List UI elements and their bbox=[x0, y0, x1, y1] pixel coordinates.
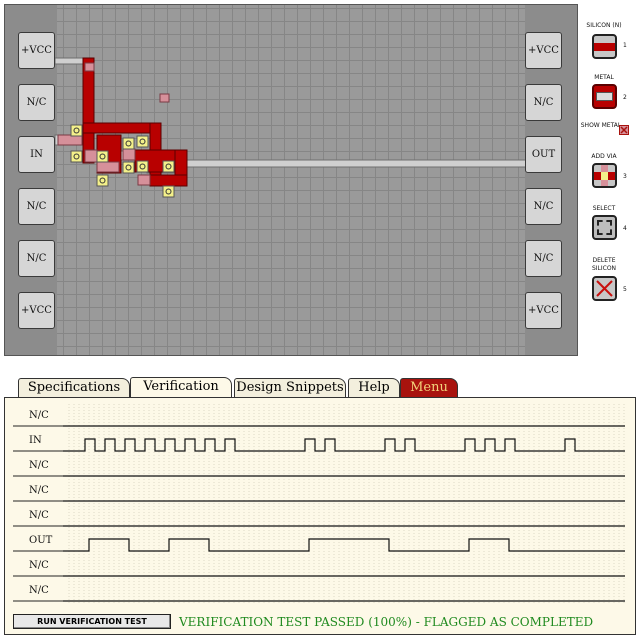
tool-key: 3 bbox=[623, 173, 627, 180]
tab-help[interactable]: Help bbox=[348, 378, 400, 397]
waveform-display bbox=[13, 404, 625, 603]
via bbox=[122, 161, 135, 174]
circuit-layout[interactable] bbox=[5, 5, 579, 357]
via bbox=[136, 135, 149, 148]
via bbox=[70, 124, 83, 137]
metal-tool[interactable]: METAL 2 bbox=[580, 74, 640, 109]
p-silicon-trace bbox=[57, 134, 83, 146]
p-silicon-trace bbox=[159, 93, 170, 103]
signal-waveform bbox=[63, 438, 625, 452]
via-icon[interactable] bbox=[592, 163, 617, 188]
select-icon[interactable] bbox=[592, 215, 617, 240]
p-silicon-trace bbox=[96, 161, 120, 173]
verification-panel: N/C IN N/C N/C N/C OUT N/C N/C RUN VERIFICATION… bbox=[4, 397, 636, 635]
delete-silicon-tool[interactable]: DELETE SILICON 5 bbox=[580, 257, 640, 301]
tool-key: 2 bbox=[623, 94, 627, 101]
silicon-trace bbox=[82, 57, 95, 164]
tab-design-snippets[interactable]: Design Snippets bbox=[234, 378, 346, 397]
signal-label: N/C bbox=[29, 585, 49, 596]
via bbox=[96, 174, 109, 187]
pad-right-nc-1: N/C bbox=[525, 84, 562, 121]
tab-specifications[interactable]: Specifications bbox=[18, 378, 130, 397]
silicon-icon[interactable] bbox=[592, 34, 617, 59]
pad-right-nc-3: N/C bbox=[525, 240, 562, 277]
tool-label: SHOW METAL bbox=[580, 122, 622, 129]
pad-right-vcc-top: +VCC bbox=[525, 32, 562, 69]
pad-left-nc-1: N/C bbox=[18, 84, 55, 121]
pad-left-vcc-bottom: +VCC bbox=[18, 292, 55, 329]
pad-left-nc-2: N/C bbox=[18, 188, 55, 225]
p-silicon-trace bbox=[137, 174, 151, 186]
pad-left-nc-3: N/C bbox=[18, 240, 55, 277]
tool-key: 1 bbox=[623, 42, 627, 49]
via bbox=[162, 160, 175, 173]
signal-label: OUT bbox=[29, 535, 53, 546]
tab-menu[interactable]: Menu bbox=[400, 378, 458, 397]
tool-palette: SILICON (N) 1 METAL 2 SHOW METAL ADD VIA… bbox=[580, 4, 640, 314]
select-tool[interactable]: SELECT 4 bbox=[580, 205, 640, 240]
silicon-tool[interactable]: SILICON (N) 1 bbox=[580, 22, 640, 59]
show-metal-toggle[interactable]: SHOW METAL bbox=[580, 122, 640, 135]
signal-label: N/C bbox=[29, 510, 49, 521]
tab-bar: Specifications Verification Design Snipp… bbox=[4, 376, 636, 398]
tool-label: DELETE SILICON bbox=[591, 257, 617, 272]
silicon-trace bbox=[149, 174, 188, 187]
p-silicon-trace bbox=[84, 149, 98, 163]
pad-left-vcc-top: +VCC bbox=[18, 32, 55, 69]
signal-label: N/C bbox=[29, 410, 49, 421]
signal-label: N/C bbox=[29, 460, 49, 471]
tool-label: SELECT bbox=[592, 205, 616, 212]
checkbox-checked-icon[interactable] bbox=[619, 125, 629, 135]
circuit-board[interactable]: +VCC N/C IN N/C N/C +VCC +VCC N/C OUT N/… bbox=[4, 4, 578, 356]
pad-in: IN bbox=[18, 136, 55, 173]
signal-label: N/C bbox=[29, 560, 49, 571]
tool-label: METAL bbox=[594, 74, 614, 81]
via bbox=[70, 150, 83, 163]
signal-label: IN bbox=[29, 435, 42, 446]
pad-out: OUT bbox=[525, 136, 562, 173]
via bbox=[122, 137, 135, 150]
via bbox=[96, 150, 109, 163]
tool-label: SILICON (N) bbox=[586, 22, 622, 29]
via bbox=[136, 160, 149, 173]
p-silicon-trace bbox=[84, 62, 95, 72]
via bbox=[162, 185, 175, 198]
status-message: VERIFICATION TEST PASSED (100%) - FLAGGE… bbox=[179, 615, 594, 629]
add-via-tool[interactable]: ADD VIA 3 bbox=[580, 153, 640, 188]
signal-label: N/C bbox=[29, 485, 49, 496]
tool-label: ADD VIA bbox=[591, 153, 617, 160]
metal-trace bbox=[179, 159, 531, 168]
pad-right-nc-2: N/C bbox=[525, 188, 562, 225]
pad-right-vcc-bottom: +VCC bbox=[525, 292, 562, 329]
p-silicon-trace bbox=[122, 148, 136, 161]
delete-icon[interactable] bbox=[592, 276, 617, 301]
signal-waveform bbox=[63, 538, 625, 552]
metal-icon[interactable] bbox=[592, 84, 617, 109]
tab-verification[interactable]: Verification bbox=[130, 377, 232, 398]
via-layer bbox=[70, 124, 175, 198]
run-verification-button[interactable]: RUN VERIFICATION TEST bbox=[13, 614, 171, 629]
silicon-trace bbox=[82, 122, 160, 134]
tool-key: 5 bbox=[623, 286, 627, 293]
tool-key: 4 bbox=[623, 225, 627, 232]
